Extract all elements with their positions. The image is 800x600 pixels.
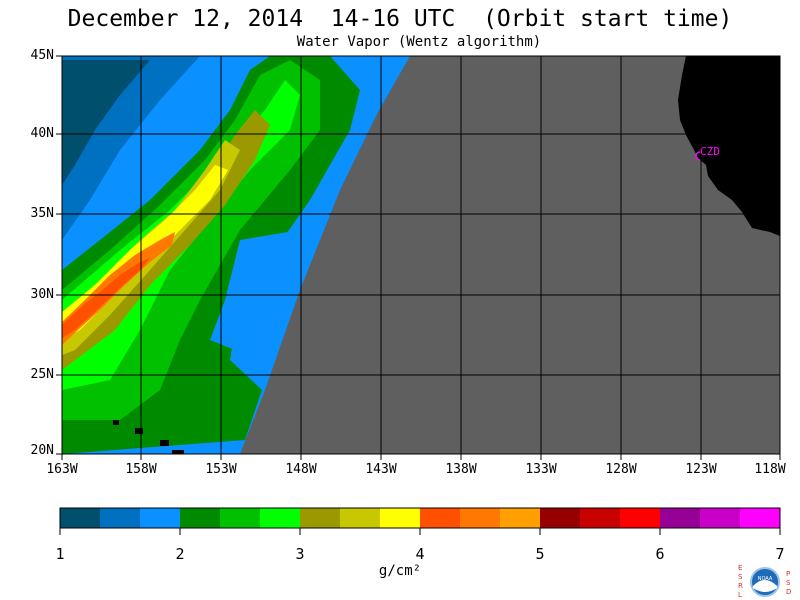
map-frame	[61, 55, 781, 455]
colorbar-segment	[300, 508, 341, 528]
lon-label-138w: 138W	[445, 462, 477, 477]
colorbar-segment	[100, 508, 141, 528]
lon-label-143w: 143W	[365, 462, 397, 477]
colorbar-segment	[740, 508, 781, 528]
svg-text:S: S	[738, 573, 743, 581]
station-marker-czd	[695, 151, 701, 161]
lon-label-163w: 163W	[46, 462, 78, 477]
orange-red-core	[62, 258, 150, 338]
colorbar-label-3: 3	[295, 545, 305, 563]
lon-label-128w: 128W	[605, 462, 637, 477]
island-hawaii	[172, 450, 184, 454]
svg-text:E: E	[738, 564, 742, 572]
colorbar-segment	[60, 508, 101, 528]
colorbar-label-1: 1	[55, 545, 65, 563]
lat-label-25n: 25N	[30, 367, 54, 382]
very-dry-region-nw	[62, 60, 150, 185]
colorbar-segment	[580, 508, 621, 528]
colorbar-segment	[260, 508, 301, 528]
noaa-logo-text: NOAA	[758, 576, 773, 582]
dry-pocket-center	[210, 230, 300, 350]
island-maui	[160, 440, 169, 446]
colorbar-segment	[380, 508, 421, 528]
colorbar-segment	[140, 508, 181, 528]
noaa-logo: E S R L NOAA P S D	[738, 564, 791, 599]
colorbar-segment	[460, 508, 501, 528]
lat-label-45n: 45N	[30, 48, 54, 63]
colorbar-segment	[620, 508, 661, 528]
colorbar-segment	[500, 508, 541, 528]
colorbar-ticks	[59, 528, 781, 535]
svg-text:R: R	[738, 582, 743, 590]
station-label-czd: CZD	[700, 145, 720, 158]
colorbar-segment	[540, 508, 581, 528]
island-kauai	[113, 420, 119, 425]
island-oahu	[135, 428, 143, 434]
colorbar-label-7: 7	[775, 545, 785, 563]
axis-ticks	[56, 55, 781, 460]
colorbar-label-5: 5	[535, 545, 545, 563]
svg-text:S: S	[786, 579, 791, 587]
map-subtitle: Water Vapor (Wentz algorithm)	[296, 34, 542, 50]
lat-label-35n: 35N	[30, 206, 54, 221]
lat-label-40n: 40N	[30, 126, 54, 141]
lon-label-153w: 153W	[205, 462, 237, 477]
colorbar-segment	[220, 508, 261, 528]
colorbar-units: g/cm²	[378, 563, 422, 579]
svg-text:P: P	[786, 570, 790, 578]
colorbar-segment	[340, 508, 381, 528]
colorbar-segment	[180, 508, 221, 528]
lon-label-123w: 123W	[685, 462, 717, 477]
lat-label-30n: 30N	[30, 287, 54, 302]
lon-label-118w: 118W	[754, 462, 786, 477]
lat-label-20n: 20N	[30, 443, 54, 458]
colorbar-label-2: 2	[175, 545, 185, 563]
colorbar-segment	[660, 508, 701, 528]
colorbar	[60, 508, 781, 528]
land-mass	[678, 56, 780, 236]
svg-text:D: D	[786, 588, 791, 596]
map-title: December 12, 2014 14-16 UTC (Orbit start…	[67, 6, 733, 32]
lon-label-148w: 148W	[285, 462, 317, 477]
colorbar-label-4: 4	[415, 545, 425, 563]
map-field	[62, 56, 780, 454]
colorbar-label-6: 6	[655, 545, 665, 563]
lon-label-133w: 133W	[525, 462, 557, 477]
graticule	[62, 56, 780, 454]
colorbar-segment	[700, 508, 741, 528]
lon-label-158w: 158W	[125, 462, 157, 477]
svg-text:L: L	[738, 591, 742, 599]
colorbar-segment	[420, 508, 461, 528]
